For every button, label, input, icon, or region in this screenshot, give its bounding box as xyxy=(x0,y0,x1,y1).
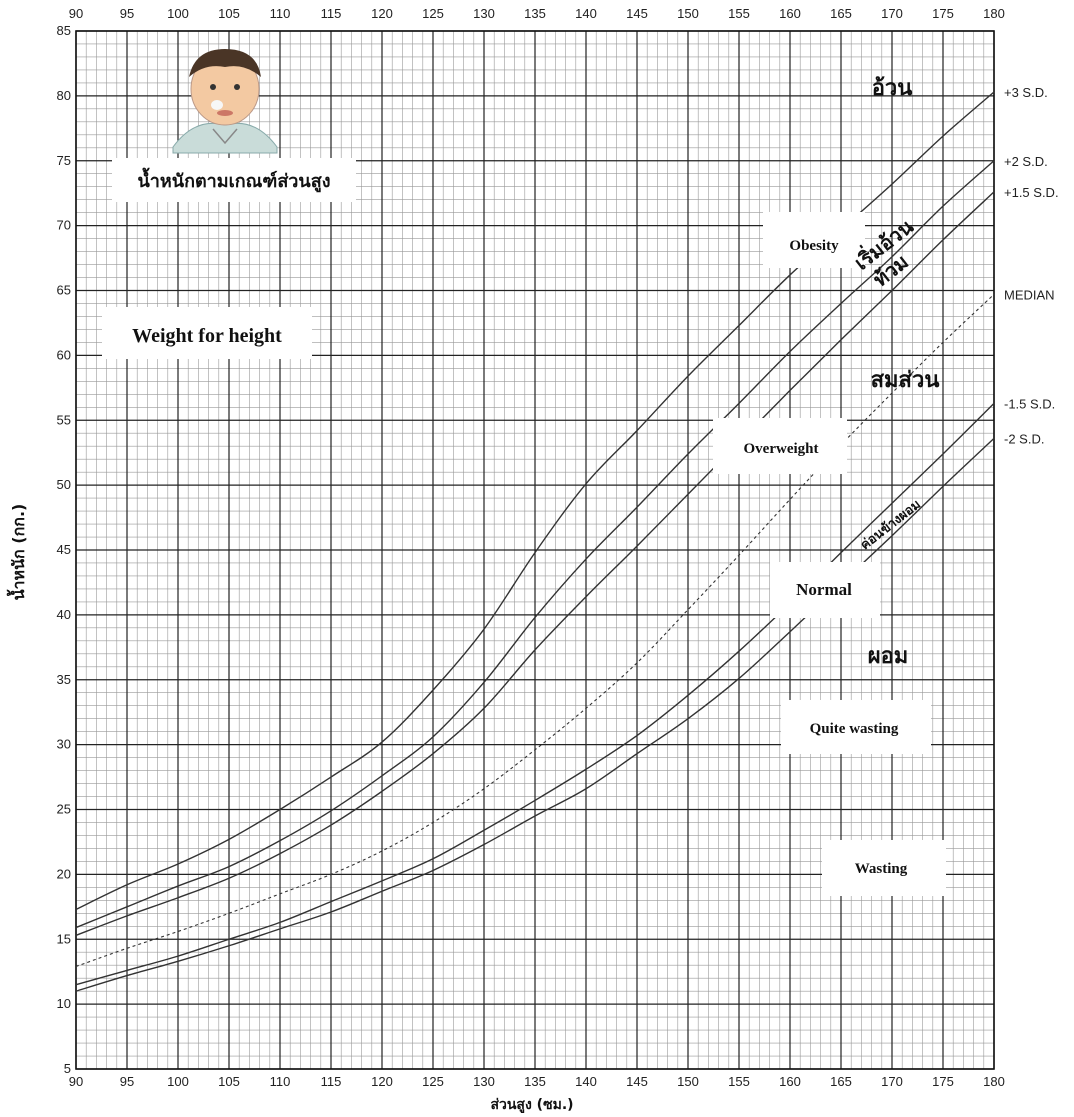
x-tick-label-bottom: 180 xyxy=(983,1074,1005,1089)
x-tick-label-top: 135 xyxy=(524,6,546,21)
zone-label-thin: ผอม xyxy=(868,644,909,669)
x-tick-label-top: 130 xyxy=(473,6,495,21)
y-tick-label: 50 xyxy=(57,477,71,492)
boy-illustration xyxy=(172,49,278,154)
series-label-minus2-s-d: -2 S.D. xyxy=(1004,431,1044,446)
x-tick-label-top: 170 xyxy=(881,6,903,21)
zone-label-obese: อ้วน xyxy=(872,76,913,101)
x-tick-label-top: 145 xyxy=(626,6,648,21)
x-tick-label-bottom: 115 xyxy=(321,1074,342,1089)
y-tick-label: 20 xyxy=(57,866,71,881)
x-tick-label-top: 125 xyxy=(422,6,444,21)
series-line-plus2-s-d xyxy=(75,160,995,929)
x-tick-label-bottom: 150 xyxy=(677,1074,699,1089)
chart-subtitle: Weight for height xyxy=(132,325,282,347)
x-tick-label-top: 150 xyxy=(677,6,699,21)
chart-title-box: น้ำหนักตามเกณฑ์ส่วนสูง xyxy=(112,158,356,202)
box-label-normal: Normal xyxy=(796,580,852,599)
x-tick-label-top: 100 xyxy=(167,6,189,21)
y-tick-label: 70 xyxy=(57,218,71,233)
series-label-minus1-5-s-d: -1.5 S.D. xyxy=(1004,396,1055,411)
chart-title: น้ำหนักตามเกณฑ์ส่วนสูง xyxy=(137,167,330,193)
zone-box-wasting: Wasting xyxy=(822,840,946,896)
x-tick-label-bottom: 175 xyxy=(932,1074,954,1089)
x-tick-label-bottom: 140 xyxy=(575,1074,597,1089)
box-label-quite-wasting: Quite wasting xyxy=(810,721,899,737)
zone-box-overweight: Overweight xyxy=(713,418,847,474)
x-tick-label-bottom: 155 xyxy=(728,1074,750,1089)
zone-label-proportionate: สมส่วน xyxy=(871,368,940,393)
x-tick-label-bottom: 100 xyxy=(167,1074,189,1089)
x-tick-label-bottom: 135 xyxy=(524,1074,546,1089)
y-tick-label: 35 xyxy=(57,672,71,687)
y-tick-label: 45 xyxy=(57,542,71,557)
y-tick-label: 40 xyxy=(57,607,71,622)
y-tick-label: 85 xyxy=(57,23,71,38)
plot-frame xyxy=(75,30,995,1070)
x-tick-label-top: 120 xyxy=(371,6,393,21)
x-tick-label-bottom: 110 xyxy=(270,1074,291,1089)
x-tick-label-top: 160 xyxy=(779,6,801,21)
x-tick-label-bottom: 90 xyxy=(69,1074,83,1089)
series-line-plus1-5-s-d xyxy=(75,191,995,937)
x-tick-label-bottom: 125 xyxy=(422,1074,444,1089)
series-label-plus2-s-d: +2 S.D. xyxy=(1004,154,1048,169)
y-axis-title: น้ำหนัก (กก.) xyxy=(6,504,28,601)
x-tick-label-bottom: 130 xyxy=(473,1074,495,1089)
x-tick-label-top: 110 xyxy=(270,6,291,21)
x-tick-label-bottom: 170 xyxy=(881,1074,903,1089)
x-tick-label-bottom: 105 xyxy=(218,1074,240,1089)
y-tick-label: 75 xyxy=(57,153,71,168)
y-tick-label: 5 xyxy=(64,1061,71,1076)
y-tick-label: 80 xyxy=(57,88,71,103)
x-tick-label-bottom: 160 xyxy=(779,1074,801,1089)
chart-subtitle-box: Weight for height xyxy=(102,307,312,359)
x-tick-label-bottom: 145 xyxy=(626,1074,648,1089)
x-tick-label-top: 115 xyxy=(321,6,342,21)
series-label-plus3-s-d: +3 S.D. xyxy=(1004,85,1048,100)
y-tick-label: 25 xyxy=(57,802,71,817)
x-tick-label-bottom: 95 xyxy=(120,1074,134,1089)
series-label-median: MEDIAN xyxy=(1004,287,1055,302)
x-tick-label-top: 165 xyxy=(830,6,852,21)
zone-box-obesity: Obesity xyxy=(763,212,865,268)
x-tick-label-top: 105 xyxy=(218,6,240,21)
x-tick-label-top: 90 xyxy=(69,6,83,21)
x-tick-label-bottom: 120 xyxy=(371,1074,393,1089)
x-tick-label-top: 175 xyxy=(932,6,954,21)
box-label-wasting: Wasting xyxy=(855,861,908,877)
zone-box-quite-wasting: Quite wasting xyxy=(781,700,931,754)
series-line-minus1-5-s-d xyxy=(75,402,995,986)
x-axis-title: ส่วนสูง (ซม.) xyxy=(490,1097,573,1113)
series-labels: +3 S.D. +2 S.D. +1.5 S.D. MEDIAN -1.5 S.D. -2… xyxy=(1004,85,1059,446)
x-tick-label-bottom: 165 xyxy=(830,1074,852,1089)
x-tick-label-top: 180 xyxy=(983,6,1005,21)
y-tick-label: 10 xyxy=(57,996,71,1011)
zone-box-normal: Normal xyxy=(770,562,880,618)
x-tick-label-top: 95 xyxy=(120,6,134,21)
y-tick-label: 55 xyxy=(57,412,71,427)
y-tick-label: 30 xyxy=(57,737,71,752)
x-tick-label-top: 155 xyxy=(728,6,750,21)
tick-labels: 9090959510010010510511011011511512012012… xyxy=(57,6,1005,1089)
y-tick-label: 65 xyxy=(57,283,71,298)
x-tick-label-top: 140 xyxy=(575,6,597,21)
box-label-obesity: Obesity xyxy=(789,238,839,254)
box-label-overweight: Overweight xyxy=(744,441,819,457)
y-tick-label: 15 xyxy=(57,931,71,946)
y-tick-label: 60 xyxy=(57,347,71,362)
series-label-plus1-5-s-d: +1.5 S.D. xyxy=(1004,185,1059,200)
